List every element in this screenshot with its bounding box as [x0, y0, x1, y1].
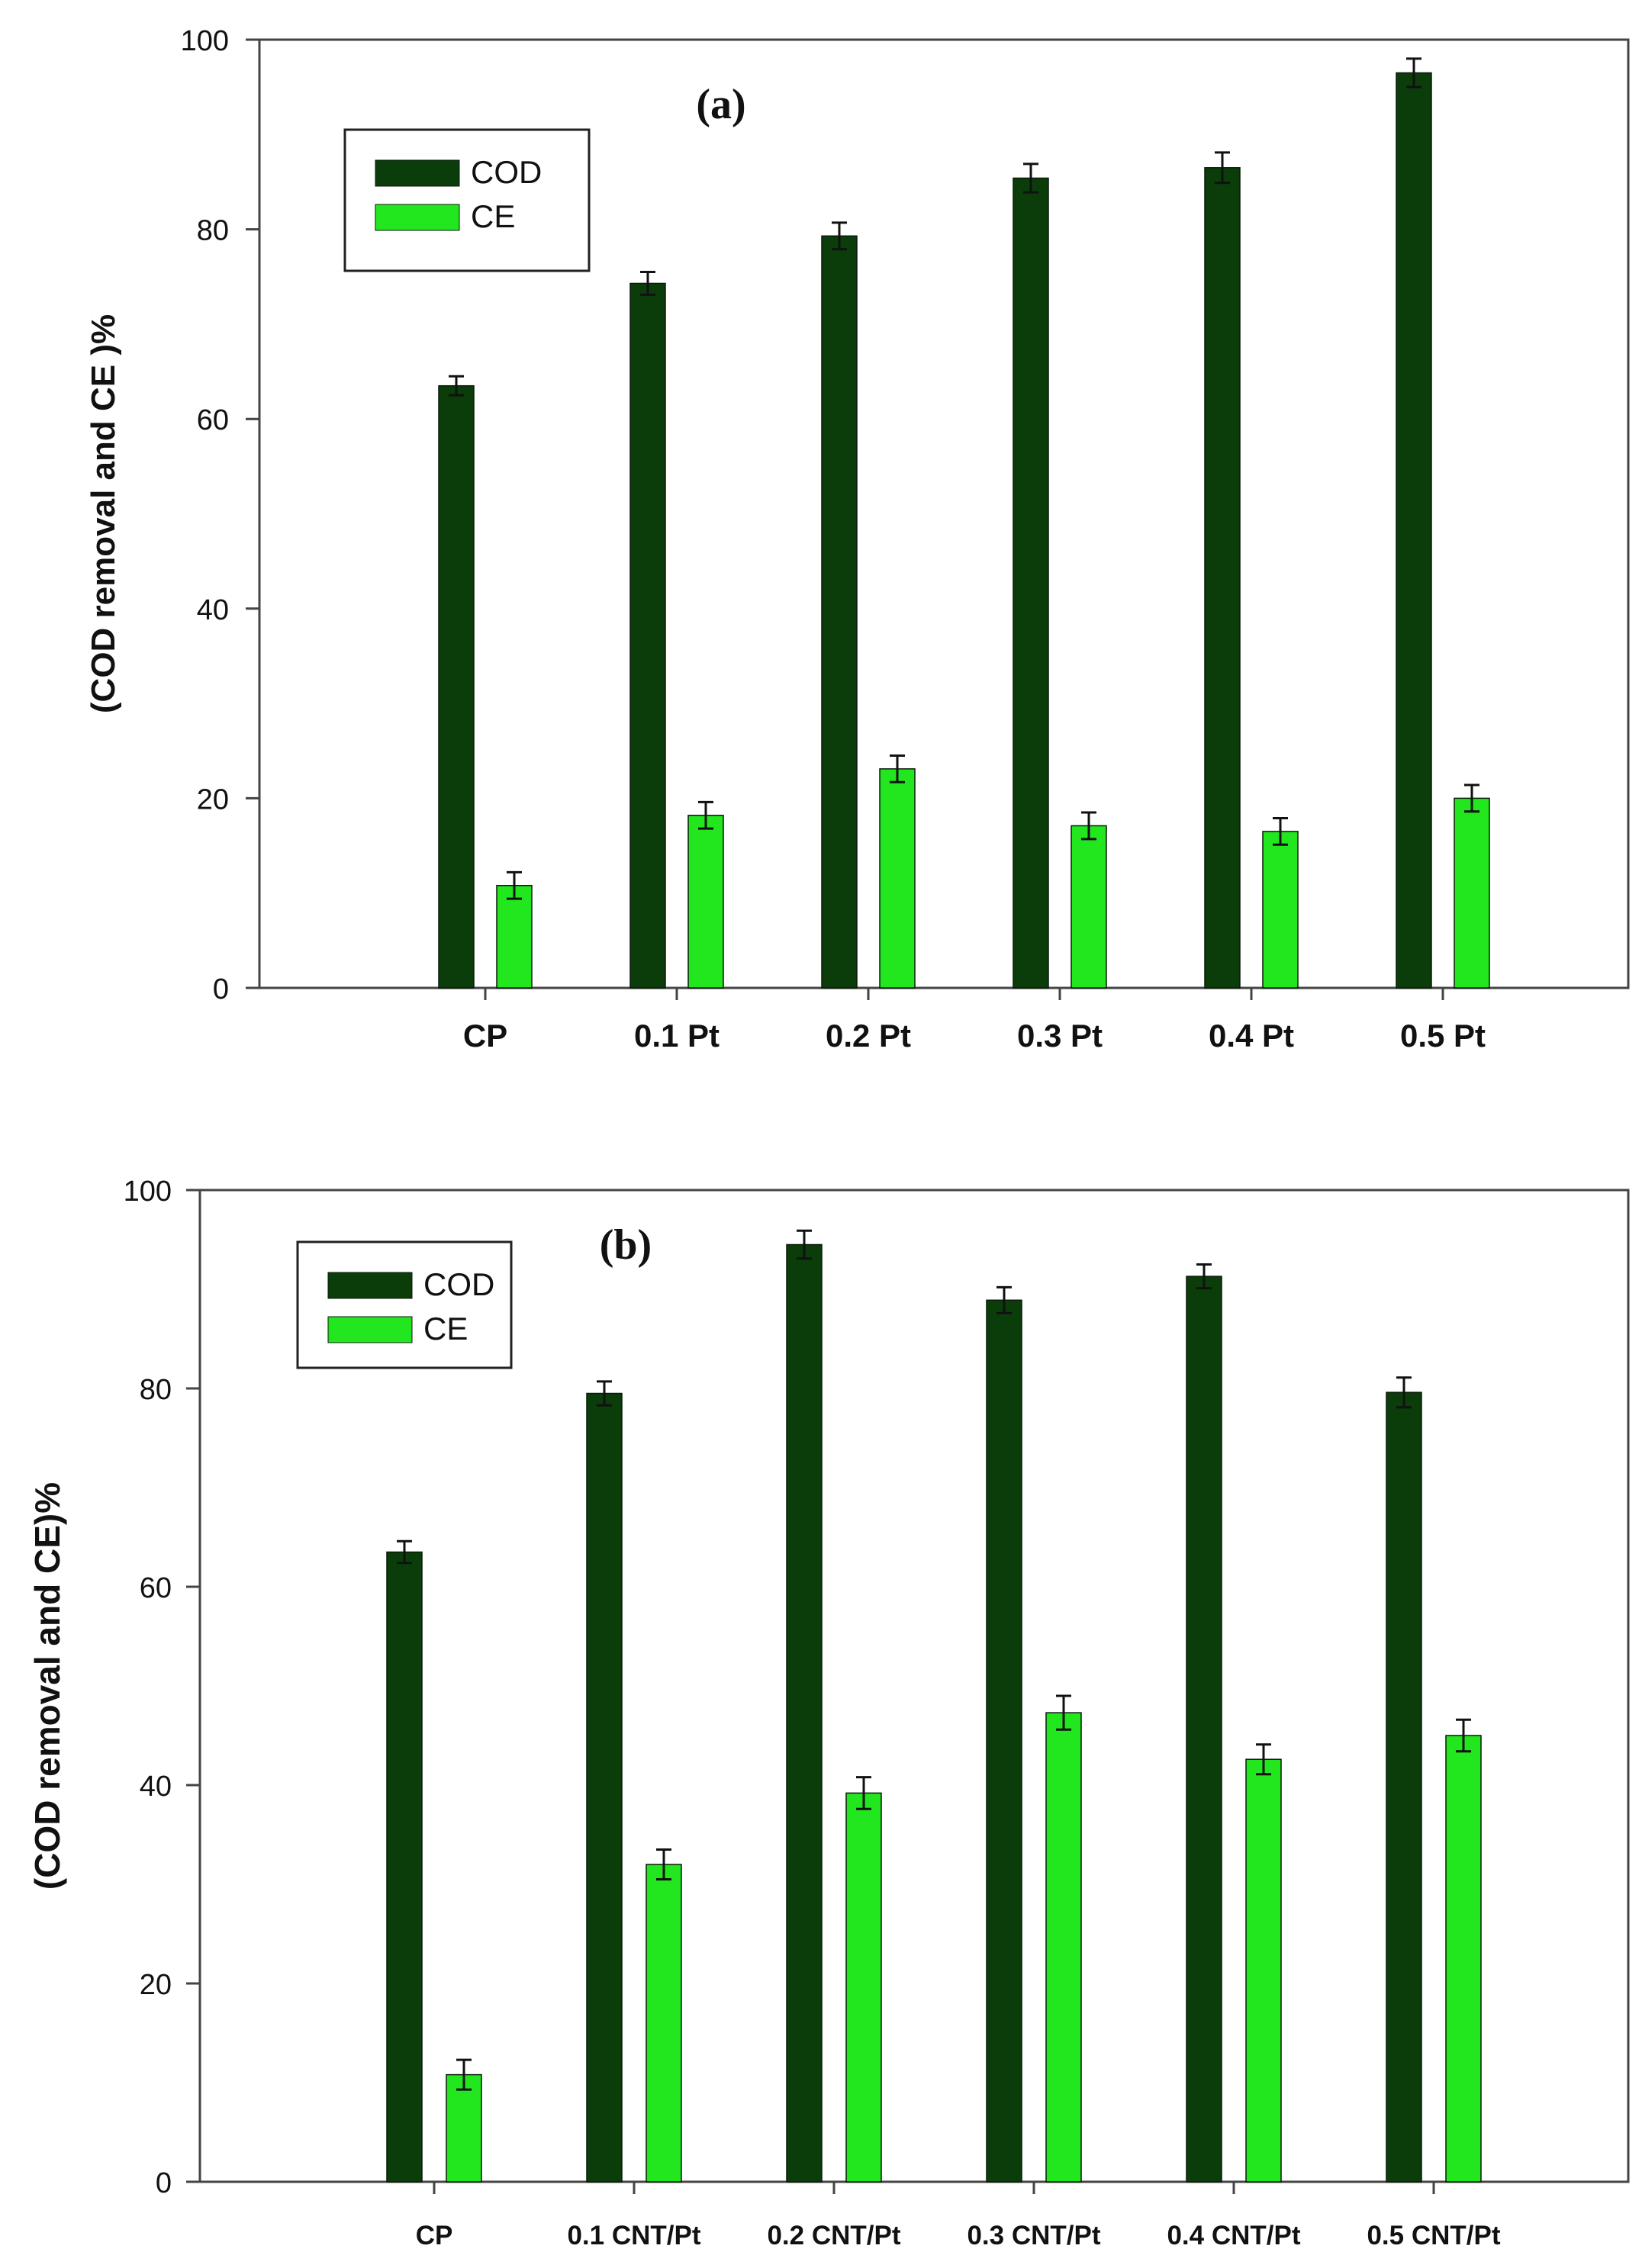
legend-swatch-cod — [375, 159, 460, 187]
legend-label-ce: CE — [471, 198, 515, 234]
x-tick-label: 0.1 Pt — [634, 1018, 720, 1054]
x-tick-label: 0.3 CNT/Pt — [967, 2221, 1100, 2250]
bar-ce — [1454, 797, 1490, 989]
x-tick-label: CP — [463, 1018, 507, 1054]
bar-cod — [629, 282, 666, 989]
legend-swatch-ce — [375, 204, 460, 231]
bar-cod — [1013, 177, 1049, 989]
bar-ce — [1245, 1758, 1282, 2183]
bar-ce — [646, 1864, 682, 2183]
legend-swatch-cod — [327, 1272, 413, 1299]
y-axis-label: (COD removal and CE )% — [85, 314, 122, 713]
y-axis-label: (COD removal and CE)% — [27, 1482, 67, 1890]
legend-label-cod: COD — [471, 154, 542, 190]
legend-box — [296, 1240, 513, 1369]
x-tick-label: CP — [416, 2221, 453, 2250]
plot-frame — [198, 1189, 1630, 2183]
bar-cod — [1204, 167, 1241, 989]
chart-panel-a: 0 20 40 60 80 100 (COD removal and CE )% (a) CP 0… — [85, 25, 1630, 1054]
legend-swatch-ce — [327, 1316, 413, 1343]
y-tick-label: 80 — [140, 1374, 172, 1406]
bar-cod — [1186, 1276, 1222, 2183]
x-tick-label: 0.5 Pt — [1400, 1018, 1486, 1054]
x-tick-label: 0.1 CNT/Pt — [567, 2221, 700, 2250]
bar-ce — [845, 1792, 882, 2183]
x-tick-label: 0.4 CNT/Pt — [1167, 2221, 1300, 2250]
bar-cod — [386, 1551, 423, 2183]
legend-label-ce: CE — [423, 1311, 468, 1346]
bar-ce — [446, 2073, 482, 2183]
legend-label-cod: COD — [423, 1266, 494, 1302]
y-tick-label: 20 — [140, 1969, 172, 2001]
y-tick-label: 0 — [156, 2167, 172, 2199]
bar-ce — [1071, 825, 1107, 989]
legend-box — [343, 128, 591, 272]
bar-cod — [986, 1299, 1022, 2183]
legend: COD CE — [296, 1240, 513, 1369]
y-tick-label: 60 — [140, 1572, 172, 1604]
y-tick-label: 80 — [197, 215, 229, 247]
x-tick-label: 0.2 CNT/Pt — [767, 2221, 900, 2250]
bar-cod — [586, 1392, 623, 2183]
bar-ce — [687, 815, 724, 989]
legend: COD CE — [343, 128, 591, 272]
y-tick-label: 40 — [140, 1771, 172, 1803]
bar-ce — [1445, 1735, 1482, 2183]
y-tick-label: 40 — [197, 594, 229, 626]
bar-cod — [438, 384, 475, 989]
panel-label: (a) — [696, 81, 745, 128]
y-tick-label: 20 — [197, 783, 229, 816]
bar-cod — [821, 235, 858, 989]
y-tick-label: 60 — [197, 404, 229, 436]
panel-label: (b) — [600, 1221, 652, 1269]
chart-panel-b: 0 20 40 60 80 100 (COD removal and CE)% (b) CP 0.… — [27, 1176, 1630, 2250]
x-tick-label: 0.5 CNT/Pt — [1367, 2221, 1500, 2250]
x-tick-label: 0.2 Pt — [826, 1018, 911, 1054]
bar-ce — [496, 885, 533, 989]
x-tick-label: 0.3 Pt — [1017, 1018, 1103, 1054]
bar-cod — [786, 1243, 823, 2183]
y-tick-label: 100 — [181, 25, 229, 57]
bar-cod — [1386, 1391, 1422, 2183]
y-tick-label: 0 — [213, 973, 229, 1005]
bar-ce — [879, 768, 916, 989]
bar-cod — [1396, 72, 1432, 989]
bar-ce — [1262, 831, 1299, 989]
x-tick-label: 0.4 Pt — [1209, 1018, 1294, 1054]
y-tick-label: 100 — [124, 1176, 172, 1208]
plot-frame — [258, 38, 1630, 989]
bar-ce — [1045, 1712, 1082, 2183]
